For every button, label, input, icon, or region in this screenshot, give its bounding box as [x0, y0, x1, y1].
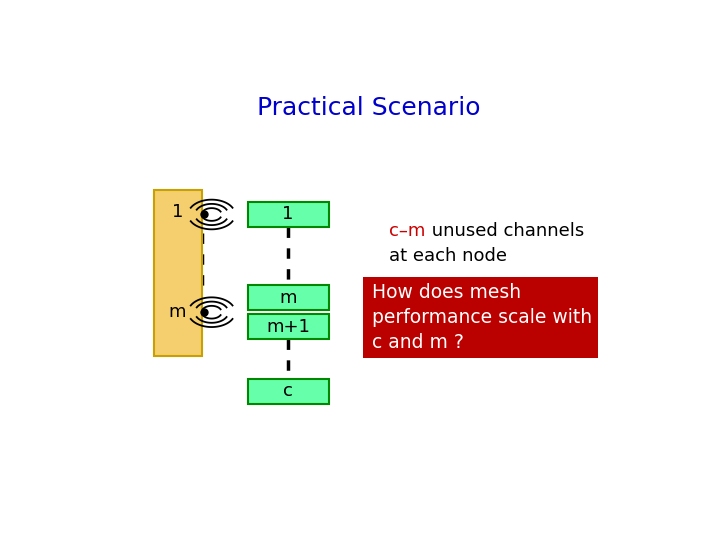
- Text: 1: 1: [172, 204, 184, 221]
- Text: How does mesh
performance scale with
c and m ?: How does mesh performance scale with c a…: [372, 283, 592, 352]
- Text: c–m: c–m: [389, 222, 425, 240]
- FancyBboxPatch shape: [248, 314, 328, 339]
- FancyBboxPatch shape: [364, 277, 598, 358]
- Text: m+1: m+1: [266, 318, 310, 336]
- Text: m: m: [169, 303, 186, 321]
- FancyBboxPatch shape: [248, 285, 328, 310]
- FancyBboxPatch shape: [154, 190, 202, 356]
- Text: 1: 1: [282, 206, 294, 224]
- FancyBboxPatch shape: [248, 379, 328, 404]
- Text: Practical Scenario: Practical Scenario: [257, 97, 481, 120]
- Text: unused channels: unused channels: [426, 222, 585, 240]
- Text: m: m: [279, 289, 297, 307]
- Text: at each node: at each node: [389, 247, 507, 265]
- FancyBboxPatch shape: [248, 202, 328, 227]
- Text: c: c: [283, 382, 293, 400]
